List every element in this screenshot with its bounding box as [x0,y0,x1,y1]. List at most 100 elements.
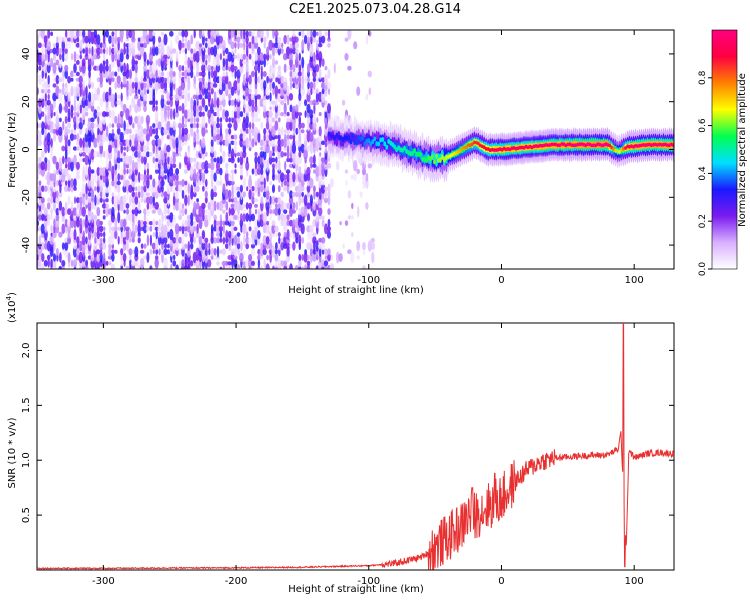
heatmap-noise-cell [297,71,302,77]
heatmap-noise-cell [179,151,182,157]
heatmap-noise-cell [173,254,176,261]
heatmap-noise-cell [143,51,147,62]
heatmap-noise-cell [313,154,316,166]
heatmap-noise-cell [94,186,97,192]
heatmap-noise-cell [108,46,112,56]
heatmap-noise-cell [231,47,234,55]
heatmap-noise-cell [260,65,263,71]
heatmap-noise-cell [120,248,124,256]
heatmap-noise-cell [213,200,217,212]
heatmap-noise-cell [70,129,74,134]
heatmap-noise-cell [116,82,121,89]
heatmap-noise-cell [225,128,229,135]
heatmap-noise-cell [321,88,325,95]
heatmap-noise-cell [285,46,291,56]
heatmap-noise-cell [178,214,183,221]
heatmap-noise-cell [352,160,358,172]
heatmap-noise-cell [93,219,97,228]
heatmap-noise-cell [58,126,63,136]
heatmap-noise-cell [274,144,279,153]
heatmap-noise-cell [195,161,200,171]
heatmap-noise-cell [231,110,234,119]
heatmap-noise-cell [295,48,299,54]
heatmap-noise-cell [55,161,60,170]
heatmap-track-cell [363,141,367,147]
heatmap-noise-cell [84,131,89,143]
heatmap-noise-cell [137,105,142,112]
heatmap-noise-cell [237,157,240,163]
heatmap-noise-cell [362,248,366,256]
heatmap-noise-cell [240,151,243,158]
heatmap-noise-cell [301,236,305,244]
heatmap-noise-cell [291,209,296,214]
heatmap-noise-cell [204,237,209,244]
colorbar: 0.00.20.40.60.8 Normalized spectral ampl… [698,29,748,276]
heatmap-noise-cell [207,77,211,83]
heatmap-noise-cell [67,161,71,171]
heatmap-noise-cell [233,255,238,260]
heatmap-track-cell [345,135,349,141]
heatmap-noise-cell [198,123,203,129]
heatmap-noise-cell [38,226,42,232]
heatmap-noise-cell [309,177,314,189]
heatmap-noise-cell [198,94,203,100]
heatmap-noise-cell [143,213,147,222]
heatmap-noise-cell [266,138,269,147]
heatmap-noise-cell [204,214,208,221]
heatmap-noise-cell [253,225,259,232]
heatmap-track-cell [369,141,373,147]
heatmap-noise-cell [160,81,165,90]
heatmap-noise-cell [164,99,167,106]
heatmap-noise-cell [62,121,65,131]
heatmap-noise-cell [198,77,203,82]
heatmap-noise-cell [222,157,226,163]
heatmap-noise-cell [79,137,83,148]
heatmap-noise-cell [116,226,121,231]
heatmap-track-cell [618,150,621,154]
heatmap-noise-cell [129,208,132,216]
heatmap-noise-cell [90,111,95,117]
heatmap-noise-cell [306,184,311,193]
heatmap-noise-cell [248,74,252,85]
heatmap-noise-cell [183,132,188,142]
heatmap-noise-cell [239,167,243,176]
heatmap-noise-cell [114,217,118,229]
heatmap-noise-cell [365,202,369,210]
heatmap-noise-cell [280,200,285,212]
heatmap-noise-cell [85,182,88,195]
heatmap-noise-cell [306,36,311,43]
heatmap-noise-cell [198,30,203,39]
heatmap-noise-cell [213,70,218,78]
heatmap-noise-cell [148,195,154,205]
heatmap-noise-cell [139,131,145,143]
heatmap-noise-cell [327,81,331,89]
heatmap-noise-cell [175,178,180,188]
heatmap-noise-cell [131,30,135,40]
heatmap-noise-cell [289,157,293,163]
heatmap-noise-cell [274,207,279,216]
heatmap-noise-cell [234,163,237,169]
heatmap-noise-cell [218,92,223,102]
heatmap-track-cell [425,157,428,163]
heatmap-noise-cell [88,47,91,55]
heatmap-noise-cell [152,123,156,129]
heatmap-noise-cell [97,115,100,125]
heatmap-noise-cell [184,47,188,55]
heatmap-noise-cells [37,30,375,269]
heatmap-noise-cell [155,66,159,71]
heatmap-noise-cell [277,232,281,238]
heatmap-noise-cell [327,103,331,114]
heatmap-noise-cell [256,117,261,122]
heatmap-noise-cell [81,235,86,246]
heatmap-noise-cell [318,126,322,137]
heatmap-noise-cell [47,108,50,120]
heatmap-noise-cell [213,185,217,193]
heatmap-noise-cell [102,91,106,103]
heatmap-noise-cell [167,155,170,165]
heatmap-noise-cell [96,54,101,60]
heatmap-noise-cell [107,208,113,215]
heatmap-noise-cell [172,249,177,255]
heatmap-noise-cell [172,194,176,206]
heatmap-noise-cell [41,82,44,89]
heatmap-noise-cell [195,259,200,267]
